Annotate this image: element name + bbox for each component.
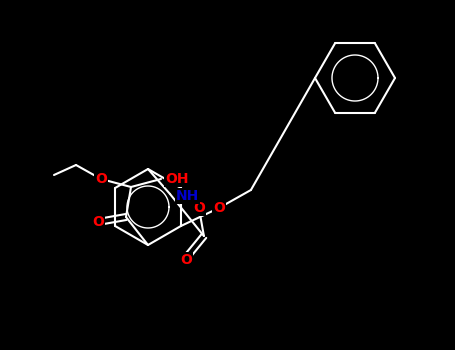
Text: O: O bbox=[213, 201, 225, 215]
Text: O: O bbox=[180, 253, 192, 267]
Text: O: O bbox=[95, 172, 107, 186]
Text: NH: NH bbox=[176, 189, 199, 203]
Text: OH: OH bbox=[165, 172, 188, 186]
Text: O: O bbox=[193, 201, 205, 215]
Text: O: O bbox=[92, 215, 104, 229]
